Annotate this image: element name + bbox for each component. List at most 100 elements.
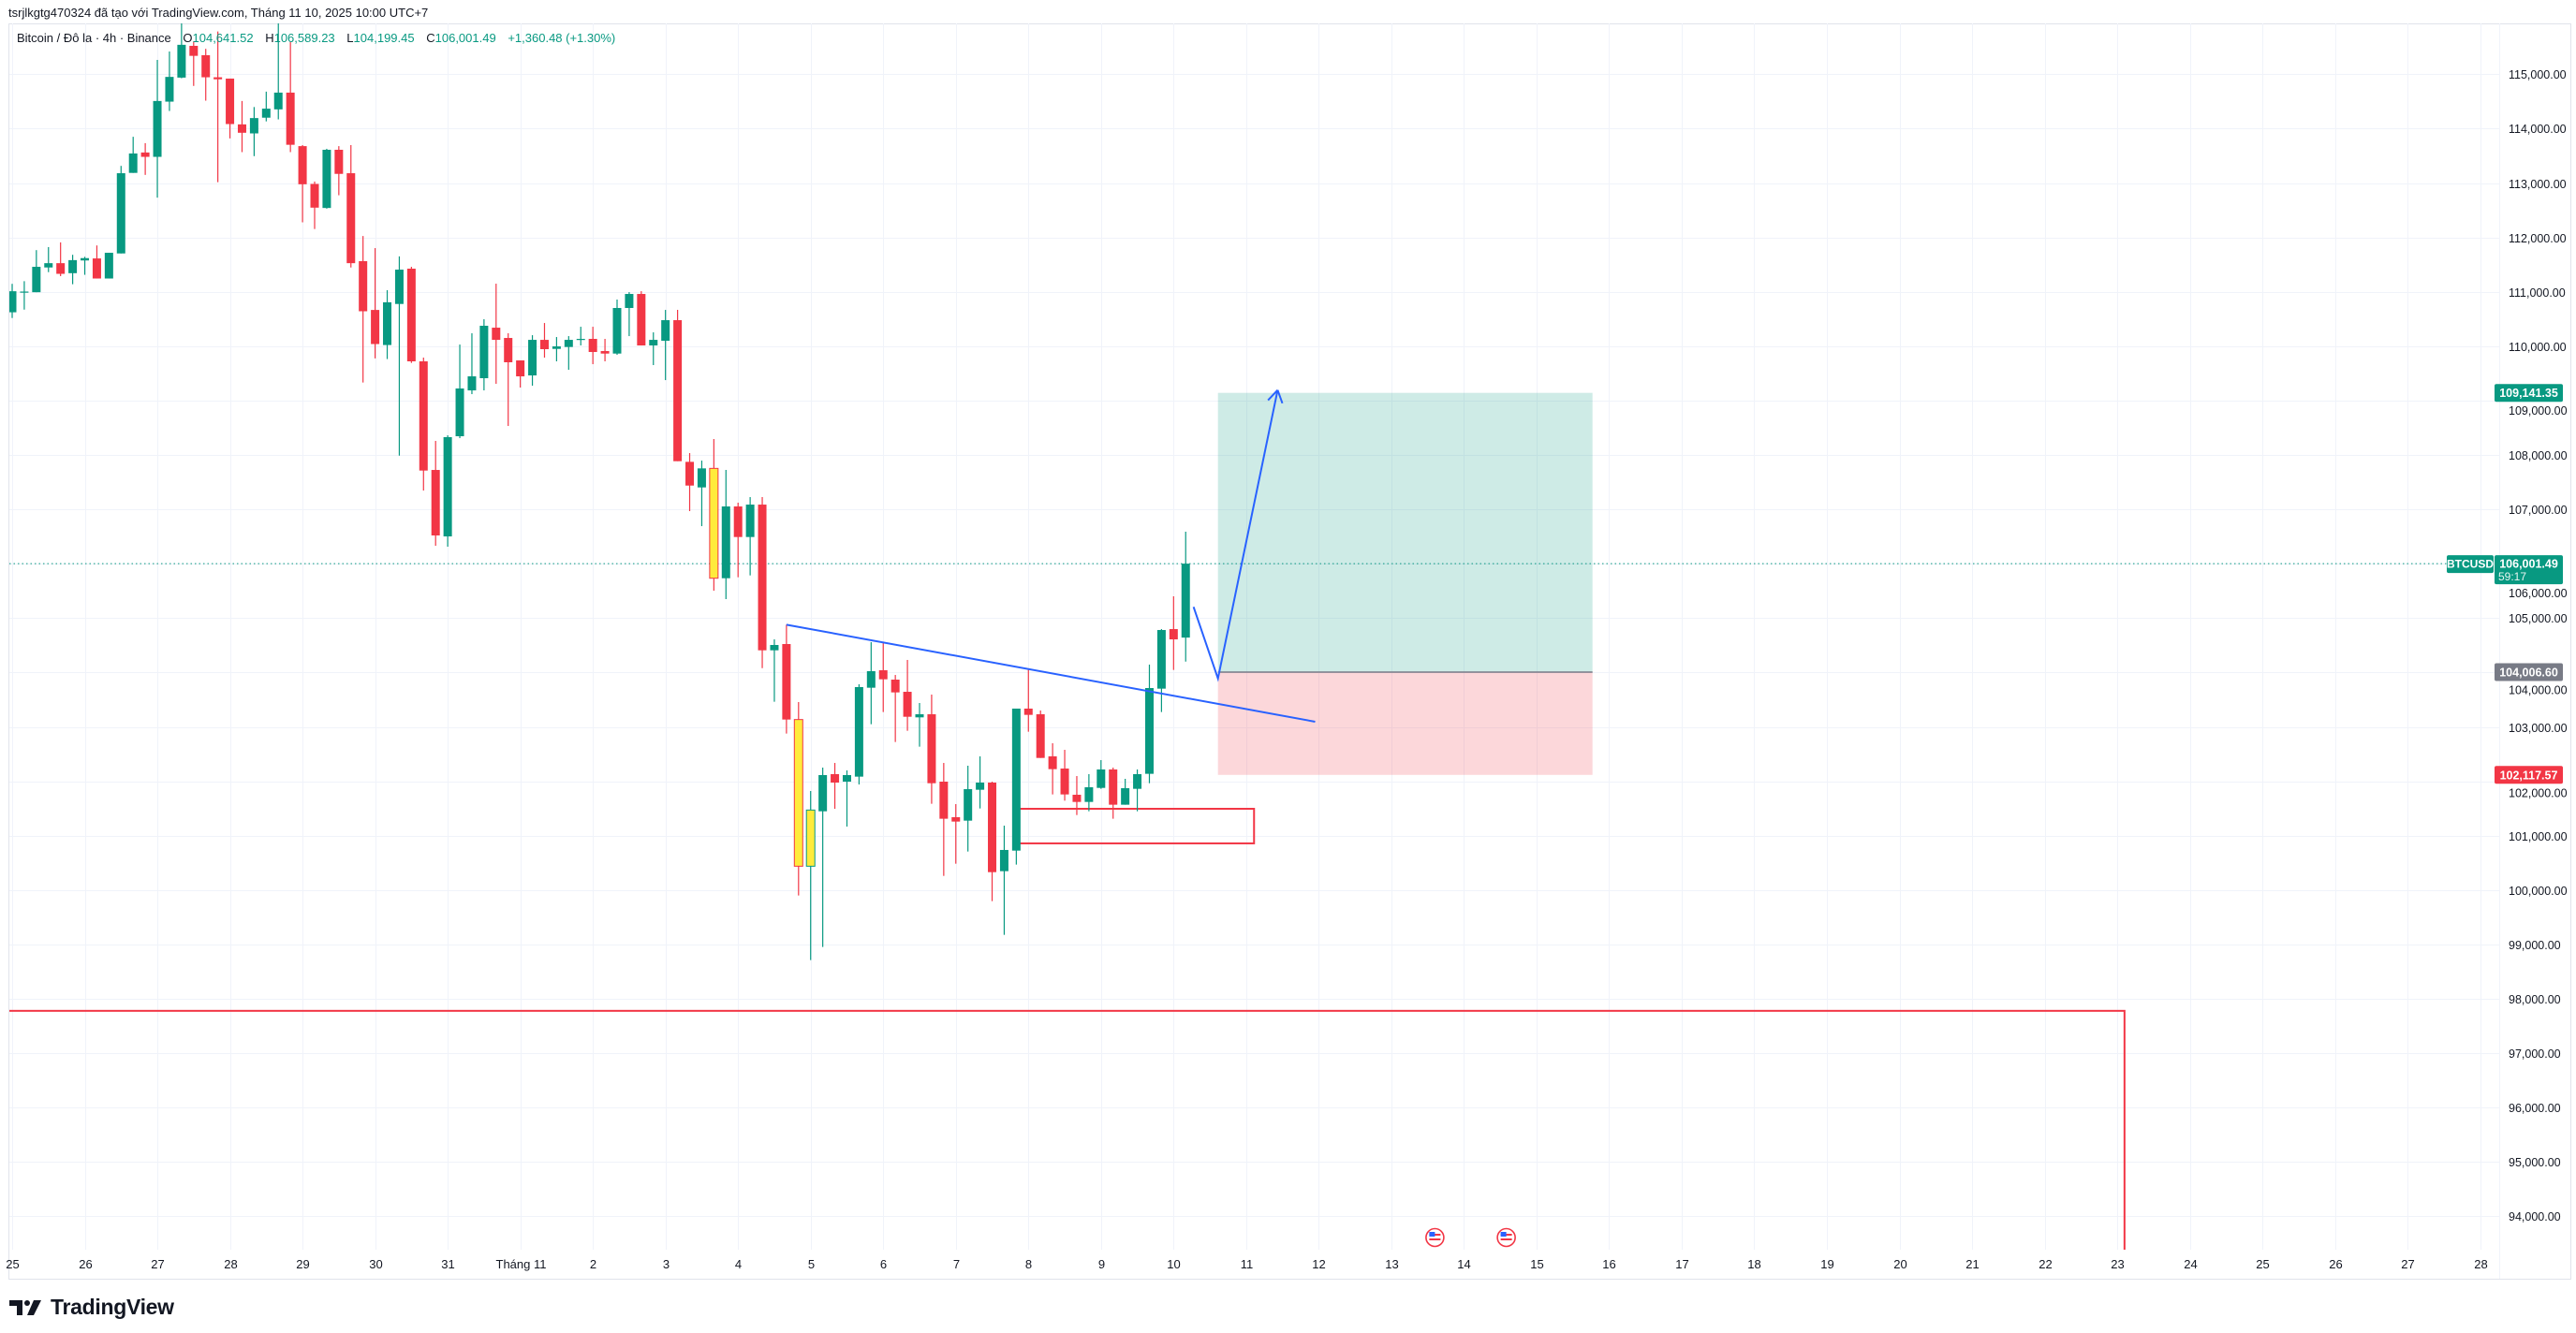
- candle[interactable]: [539, 323, 549, 359]
- candle[interactable]: [504, 333, 513, 427]
- candle[interactable]: [612, 300, 622, 356]
- candle[interactable]: [878, 641, 888, 712]
- support-zone-box[interactable]: [0, 1009, 2126, 1271]
- candle[interactable]: [685, 453, 695, 512]
- long-position-loss-zone[interactable]: [1217, 672, 1593, 775]
- candle[interactable]: [831, 763, 840, 809]
- candle[interactable]: [92, 245, 101, 279]
- candle[interactable]: [770, 639, 779, 702]
- candle[interactable]: [20, 281, 29, 310]
- candle[interactable]: [1144, 664, 1154, 784]
- candle[interactable]: [939, 763, 949, 876]
- candle[interactable]: [1133, 769, 1142, 812]
- tradingview-logo[interactable]: TradingView: [9, 1295, 174, 1320]
- us-flag-icon[interactable]: [1496, 1227, 1516, 1248]
- candle[interactable]: [552, 337, 561, 362]
- candle[interactable]: [1169, 596, 1178, 670]
- candle[interactable]: [758, 497, 767, 668]
- projection-arrow-path[interactable]: [1192, 389, 1279, 682]
- candle[interactable]: [1060, 750, 1069, 801]
- candle[interactable]: [104, 253, 113, 279]
- candle[interactable]: [1181, 531, 1190, 662]
- candle[interactable]: [1121, 778, 1130, 805]
- candle[interactable]: [951, 804, 961, 864]
- candle[interactable]: [964, 765, 973, 852]
- time-axis[interactable]: 25 26 27 28 29 30 31 Tháng 11 2 3 4 5 6 7 8 9 10 11 12 13 14…: [6, 1257, 2487, 1271]
- candle[interactable]: [479, 319, 489, 391]
- candle[interactable]: [56, 242, 66, 277]
- candle[interactable]: [745, 497, 755, 576]
- candle[interactable]: [431, 441, 440, 547]
- candle[interactable]: [201, 49, 211, 101]
- price-axis[interactable]: 115,000.00 114,000.00 113,000.00 112,000.00…: [2509, 68, 2568, 1223]
- candle[interactable]: [419, 358, 428, 491]
- candle[interactable]: [8, 284, 17, 318]
- candle[interactable]: [68, 255, 78, 285]
- candle[interactable]: [189, 41, 199, 86]
- candle[interactable]: [891, 675, 900, 742]
- candle[interactable]: [32, 250, 41, 293]
- candle[interactable]: [298, 145, 307, 223]
- candle[interactable]: [842, 769, 851, 827]
- candle[interactable]: [637, 291, 646, 346]
- candle[interactable]: [226, 78, 235, 139]
- candle[interactable]: [528, 335, 537, 387]
- candle[interactable]: [564, 336, 573, 371]
- us-flag-icon[interactable]: [1425, 1227, 1445, 1248]
- candle[interactable]: [588, 327, 597, 365]
- candle[interactable]: [153, 59, 162, 198]
- candle[interactable]: [165, 51, 174, 111]
- trendline[interactable]: [786, 623, 1316, 723]
- candle[interactable]: [1023, 669, 1033, 732]
- candle[interactable]: [455, 344, 464, 439]
- candle[interactable]: [625, 292, 634, 337]
- candle[interactable]: [249, 107, 258, 156]
- candle[interactable]: [1156, 629, 1166, 712]
- candle[interactable]: [709, 439, 719, 592]
- candle[interactable]: [1109, 768, 1118, 819]
- candle[interactable]: [976, 755, 985, 809]
- candle[interactable]: [903, 659, 912, 731]
- candle[interactable]: [213, 31, 223, 183]
- candle[interactable]: [406, 267, 416, 363]
- candle[interactable]: [359, 236, 368, 383]
- candle[interactable]: [261, 91, 271, 122]
- candle[interactable]: [988, 782, 997, 901]
- candle[interactable]: [793, 702, 803, 896]
- candle[interactable]: [1011, 708, 1021, 865]
- candle[interactable]: [516, 360, 525, 388]
- candle[interactable]: [394, 256, 404, 456]
- candle[interactable]: [782, 624, 791, 734]
- candle[interactable]: [805, 790, 816, 960]
- plot-area[interactable]: [0, 14, 2499, 1270]
- candle[interactable]: [346, 145, 356, 268]
- candle[interactable]: [915, 702, 924, 747]
- candle[interactable]: [1072, 776, 1082, 815]
- candle[interactable]: [383, 290, 392, 359]
- candle[interactable]: [371, 248, 380, 359]
- candle[interactable]: [177, 14, 186, 79]
- candle[interactable]: [576, 327, 585, 346]
- candle[interactable]: [237, 100, 246, 153]
- candle[interactable]: [334, 146, 344, 196]
- candle[interactable]: [697, 461, 706, 527]
- candle[interactable]: [600, 339, 610, 362]
- candle[interactable]: [721, 470, 730, 600]
- candle[interactable]: [286, 42, 295, 153]
- candle[interactable]: [733, 503, 743, 578]
- candle[interactable]: [818, 768, 828, 947]
- candle[interactable]: [1097, 759, 1106, 789]
- long-position-profit-zone[interactable]: [1217, 392, 1593, 673]
- symbol-name[interactable]: Bitcoin / Đô la · 4h · Binance: [17, 31, 171, 45]
- demand-zone-box[interactable]: [1015, 807, 1256, 844]
- candle[interactable]: [649, 332, 658, 366]
- candle[interactable]: [673, 310, 683, 461]
- candle[interactable]: [140, 142, 150, 175]
- candle[interactable]: [116, 166, 125, 254]
- candle[interactable]: [854, 684, 863, 785]
- candle[interactable]: [999, 826, 1008, 935]
- candle[interactable]: [443, 435, 452, 548]
- candle[interactable]: [322, 148, 331, 209]
- candle[interactable]: [128, 137, 138, 173]
